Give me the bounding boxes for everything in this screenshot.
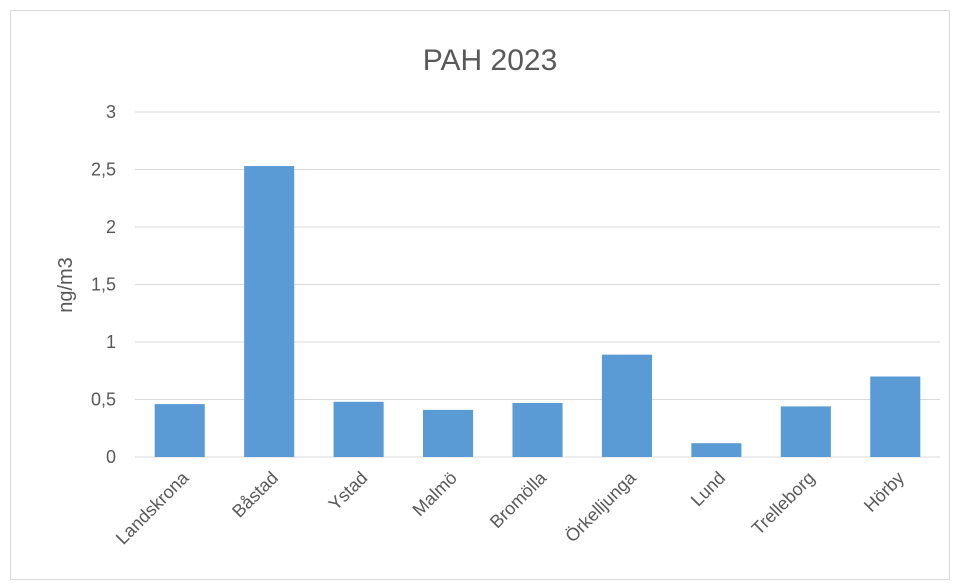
- bar-trelleborg: [780, 406, 831, 457]
- y-tick-label: 2: [106, 217, 116, 237]
- bar-ystad: [333, 401, 384, 457]
- x-tick-label: Hörby: [860, 468, 908, 516]
- x-tick-label: Ystad: [325, 468, 372, 515]
- x-tick-label: Örkelljunga: [561, 467, 640, 546]
- y-tick-label: 0: [106, 447, 116, 467]
- bar-bromölla: [512, 402, 563, 457]
- y-tick-label: 0,5: [91, 390, 116, 410]
- y-tick-labels: 0 0,5 1 1,5 2 2,5 3: [91, 102, 116, 467]
- bars: [154, 166, 921, 458]
- y-axis-label: ng/m3: [55, 257, 77, 313]
- bar-malmö: [423, 409, 474, 457]
- chart-title: PAH 2023: [423, 44, 558, 77]
- x-tick-labels: Landskrona Båstad Ystad Malmö Bromölla Örkell…: [112, 467, 908, 548]
- y-tick-label: 1,5: [91, 275, 116, 295]
- bar-örkelljunga: [601, 354, 652, 457]
- chart-frame: [10, 10, 950, 580]
- x-tick-label: Båstad: [228, 468, 282, 522]
- x-tick-label: Trelleborg: [748, 468, 819, 539]
- y-tick-label: 1: [106, 332, 116, 352]
- bar-båstad: [244, 166, 295, 458]
- y-tick-label: 2,5: [91, 160, 116, 180]
- x-tick-label: Lund: [687, 468, 729, 510]
- bar-lund: [691, 443, 742, 457]
- y-tick-label: 3: [106, 102, 116, 122]
- x-tick-label: Bromölla: [486, 467, 551, 532]
- x-tick-label: Landskrona: [112, 467, 193, 548]
- bar-hörby: [870, 376, 921, 457]
- x-tick-label: Malmö: [409, 468, 461, 520]
- bar-landskrona: [154, 404, 205, 457]
